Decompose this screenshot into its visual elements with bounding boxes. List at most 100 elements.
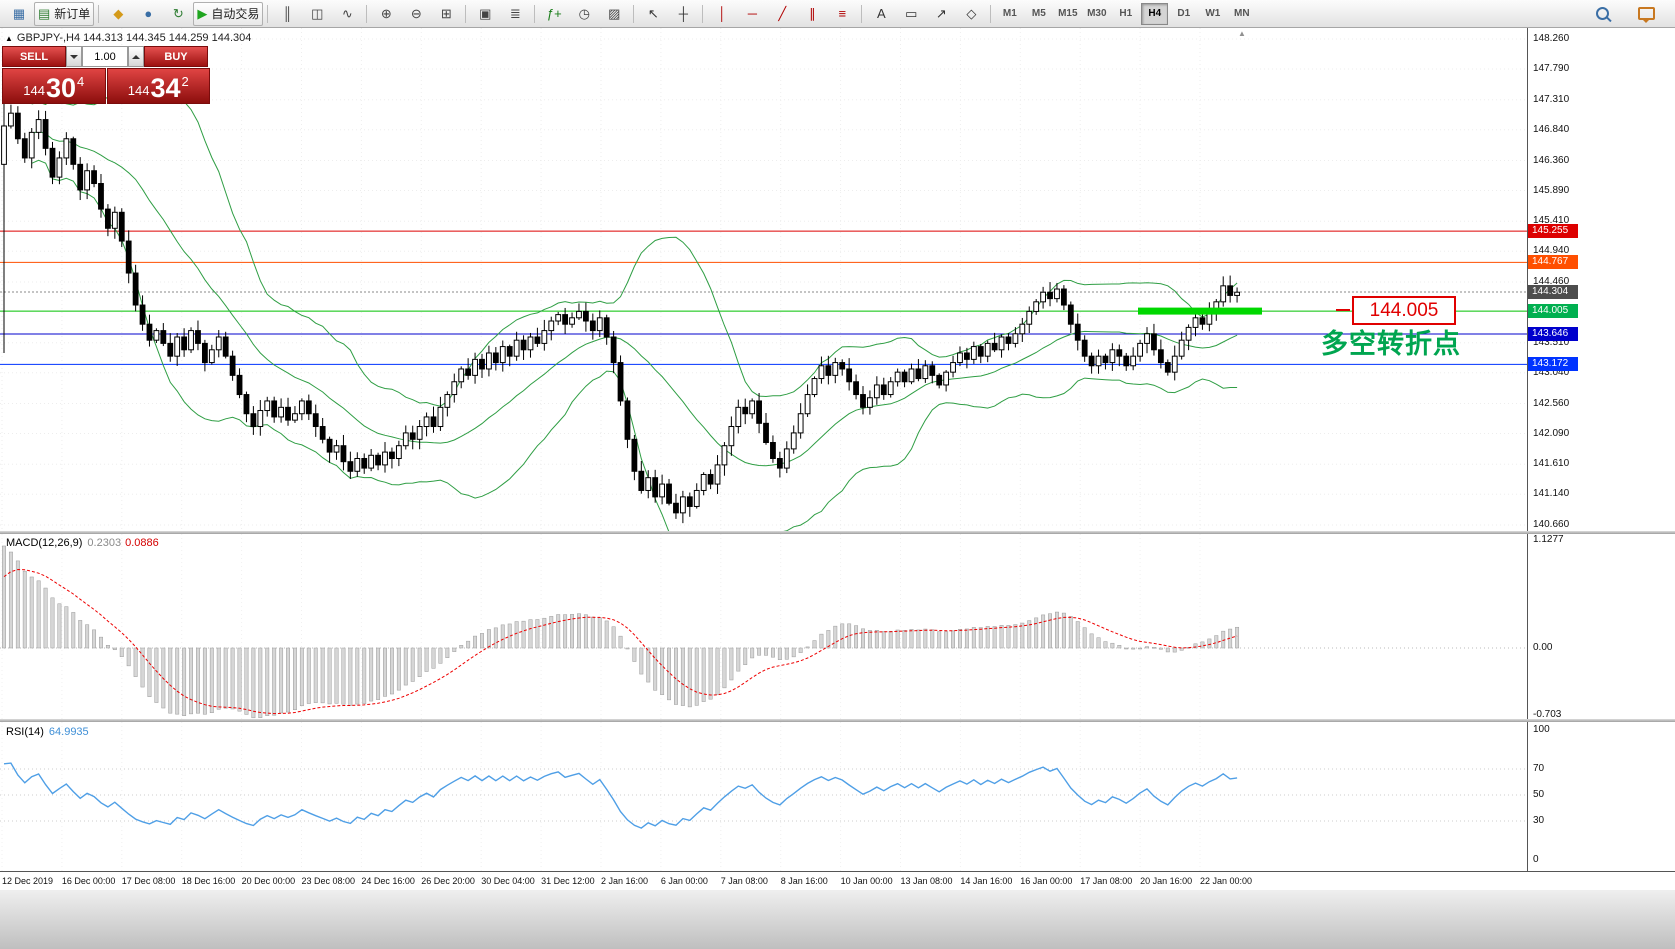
- macd-histogram-bar: [1138, 647, 1143, 650]
- search-button[interactable]: [1587, 2, 1617, 26]
- candle-body: [1026, 310, 1033, 325]
- timeframe-w1[interactable]: W1: [1205, 8, 1221, 19]
- timeframe-m15[interactable]: M15: [1058, 8, 1078, 19]
- tile-windows-button[interactable]: ⊞: [431, 2, 461, 26]
- rsi-title: RSI(14): [6, 726, 44, 738]
- timeframe-d1[interactable]: D1: [1177, 8, 1191, 19]
- macd-histogram-bar: [216, 647, 221, 710]
- candle-body: [236, 374, 243, 396]
- candle-body: [534, 336, 541, 344]
- timeframe-h1[interactable]: H1: [1119, 8, 1133, 19]
- new-order-button[interactable]: ▤ 新订单: [34, 1, 95, 26]
- volume-input[interactable]: [82, 46, 128, 67]
- price-axis[interactable]: 148.260 147.790 147.310 146.840 146.360 145.8…: [1527, 28, 1675, 871]
- macd-histogram-bar: [493, 627, 498, 649]
- text-label-button[interactable]: ▭: [896, 2, 926, 26]
- profile-button[interactable]: ●: [133, 2, 163, 26]
- text-button[interactable]: A: [866, 2, 896, 26]
- candle-body: [195, 330, 201, 344]
- one-click-collapse-icon[interactable]: ▲: [5, 34, 13, 43]
- cascade-button[interactable]: ▣: [470, 2, 500, 26]
- app-icon[interactable]: ▦: [4, 2, 34, 26]
- buy-button[interactable]: BUY: [144, 46, 208, 67]
- macd-histogram-bar: [743, 647, 748, 665]
- candle-body: [970, 346, 977, 360]
- refresh-button[interactable]: ↻: [163, 2, 193, 26]
- macd-histogram-bar: [729, 647, 734, 681]
- candle-body: [707, 473, 714, 485]
- zoom-out-button[interactable]: ⊖: [401, 2, 431, 26]
- timeframe-m30[interactable]: M30: [1087, 8, 1107, 19]
- candle-body: [804, 394, 811, 415]
- line-chart-button[interactable]: ∿: [332, 2, 362, 26]
- volume-increase-button[interactable]: [128, 46, 144, 67]
- macd-histogram-bar: [1082, 627, 1087, 649]
- candle-body: [188, 330, 194, 351]
- auto-trading-button[interactable]: ▶ 自动交易: [193, 1, 264, 26]
- macd-histogram-bar: [978, 627, 983, 649]
- macd-histogram-bar: [43, 587, 48, 649]
- arrows-button[interactable]: ↗: [926, 2, 956, 26]
- bar-chart-button[interactable]: ║: [272, 2, 302, 26]
- crosshair-button[interactable]: ┼: [668, 2, 698, 26]
- fibonacci-icon: ≡: [838, 6, 847, 21]
- periods-button[interactable]: ◷: [569, 2, 599, 26]
- macd-histogram-bar: [632, 647, 637, 662]
- macd-histogram-bar: [71, 612, 76, 649]
- main-chart-canvas[interactable]: [0, 28, 1527, 531]
- candle-body: [1130, 355, 1137, 367]
- bid-price-button[interactable]: 144 30 4: [2, 68, 106, 104]
- macd-histogram-bar: [521, 620, 526, 649]
- vertical-line-button[interactable]: │: [707, 2, 737, 26]
- macd-histogram-bar: [653, 647, 658, 691]
- candle-body: [541, 330, 548, 344]
- toolbar-separator: [366, 4, 368, 23]
- arrange-button[interactable]: ≣: [500, 2, 530, 26]
- timeframe-m5[interactable]: M5: [1031, 8, 1046, 19]
- favorites-button[interactable]: ◆: [103, 2, 133, 26]
- macd-histogram-bar: [334, 647, 339, 704]
- horizontal-line-button[interactable]: ─: [737, 2, 767, 26]
- time-label: 6 Jan 00:00: [660, 876, 708, 886]
- candle-body: [1123, 355, 1130, 367]
- panel-divider[interactable]: [0, 531, 1675, 534]
- macd-histogram-bar: [819, 633, 824, 649]
- rsi-canvas[interactable]: [0, 722, 1527, 871]
- green-highlight-segment[interactable]: [1138, 307, 1262, 315]
- fibonacci-button[interactable]: ≡: [827, 2, 857, 26]
- timeframe-mn[interactable]: MN: [1234, 8, 1250, 19]
- candle-body: [1019, 323, 1026, 335]
- ask-price-button[interactable]: 144 34 2: [106, 68, 210, 104]
- volume-decrease-button[interactable]: [66, 46, 82, 67]
- zoom-in-button[interactable]: ⊕: [371, 2, 401, 26]
- candle-body: [368, 454, 375, 469]
- shapes-button[interactable]: ◇: [956, 2, 986, 26]
- time-label: 23 Dec 08:00: [301, 876, 356, 886]
- timeframe-h4[interactable]: H4: [1141, 2, 1169, 25]
- macd-histogram-bar: [674, 647, 678, 705]
- price-tag-145.255: 145.255: [1528, 224, 1578, 239]
- chat-button[interactable]: [1631, 2, 1661, 26]
- macd-histogram-bar: [1207, 638, 1212, 649]
- macd-histogram-bar: [1172, 647, 1177, 653]
- time-axis[interactable]: 12 Dec 2019 16 Dec 00:00 17 Dec 08:00 18 De…: [0, 871, 1675, 890]
- cursor-button[interactable]: ↖: [638, 2, 668, 26]
- indicators-button[interactable]: ƒ+: [539, 2, 569, 26]
- candle-body: [797, 413, 804, 434]
- price-annotation-box[interactable]: 144.005: [1352, 296, 1456, 325]
- candle-body: [811, 378, 818, 396]
- macd-histogram-bar: [604, 620, 609, 649]
- panel-divider[interactable]: [0, 719, 1675, 722]
- candlestick-button[interactable]: ◫: [302, 2, 332, 26]
- sell-button[interactable]: SELL: [2, 46, 66, 67]
- macd-tick: 1.1277: [1533, 533, 1564, 545]
- price-tick: 145.890: [1533, 184, 1570, 196]
- channel-button[interactable]: ∥: [797, 2, 827, 26]
- candle-body: [1137, 342, 1143, 357]
- macd-canvas[interactable]: [0, 534, 1527, 719]
- candle-body: [638, 470, 645, 491]
- macd-histogram-bar: [937, 631, 942, 649]
- templates-button[interactable]: ▨: [599, 2, 629, 26]
- trendline-button[interactable]: ╱: [767, 2, 797, 26]
- timeframe-m1[interactable]: M1: [1002, 8, 1017, 19]
